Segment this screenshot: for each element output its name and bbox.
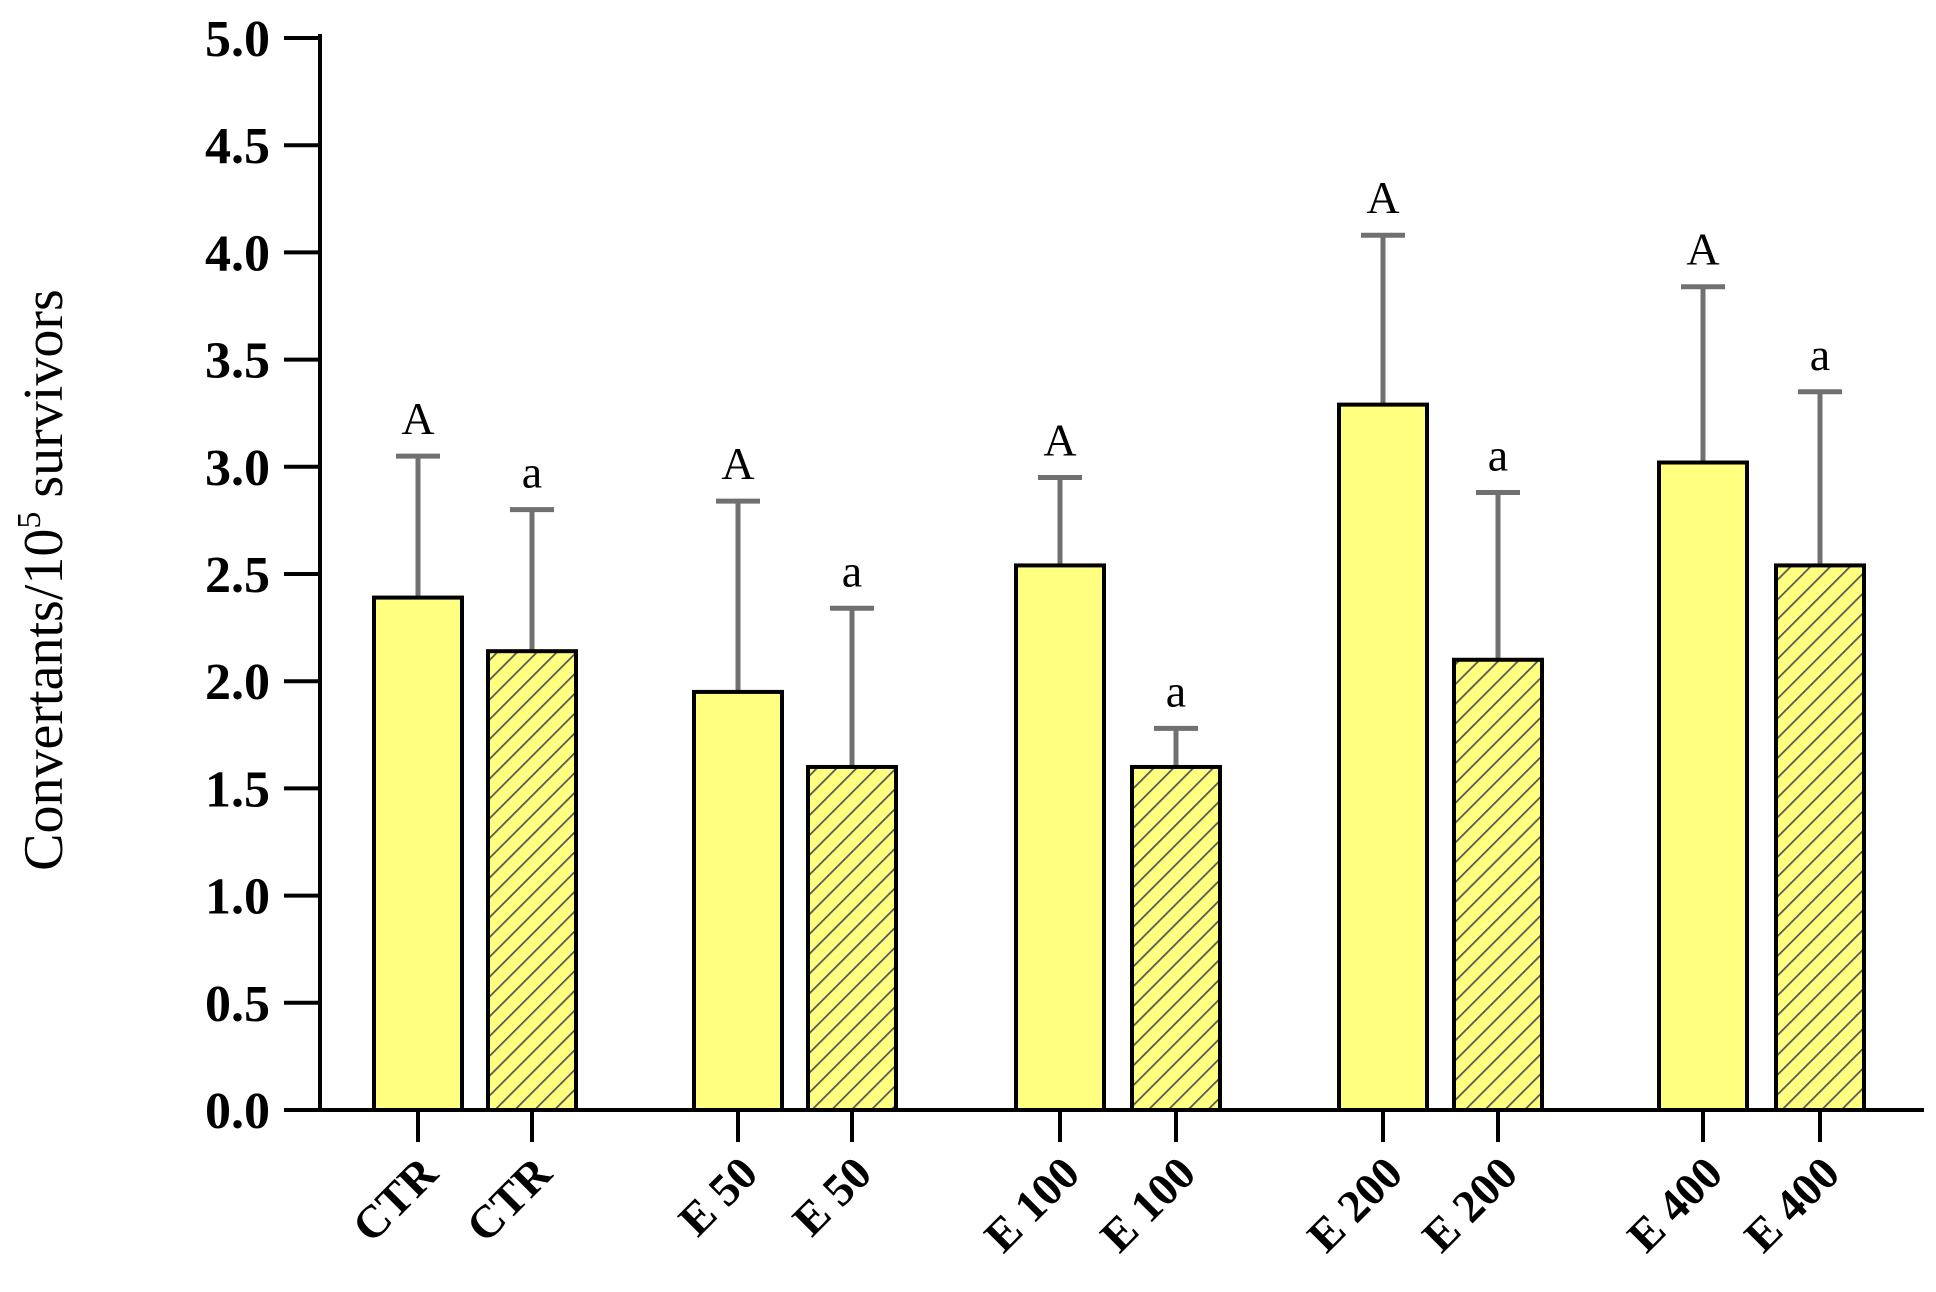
y-tick-label: 5.0 (205, 11, 270, 68)
y-tick-label: 1.5 (205, 761, 270, 818)
bar-group: a (1774, 329, 1866, 1112)
x-axis: CTR CTR E 50 E 50 E 100 E 100 E 200 E 200 E 400 E… (284, 1108, 1924, 1262)
bars: Aa Aa Aa Aa Aa (372, 172, 1866, 1113)
bar-group: A (1014, 415, 1106, 1112)
y-axis-title-main: Convertants/10 (13, 529, 75, 871)
y-axis: 0.0 0.5 1.0 1.5 2.0 2.5 3.0 3.5 4.0 4.5 5.0 (205, 11, 322, 1140)
bar-outline (1452, 657, 1544, 1112)
y-axis-title-superscript: 5 (11, 512, 48, 529)
y-tick-label: 0.5 (205, 976, 270, 1033)
bar-group: a (1452, 430, 1544, 1112)
y-tick-label: 4.5 (205, 118, 270, 175)
bar-group: A (1657, 224, 1749, 1112)
significance-label: A (401, 393, 434, 444)
significance-label: a (1166, 665, 1186, 716)
y-tick-label: 0.0 (205, 1083, 270, 1140)
significance-label: a (1488, 430, 1508, 481)
x-tick-label: E 100 (1090, 1147, 1205, 1262)
y-tick-label: 4.0 (205, 225, 270, 282)
bar (694, 691, 782, 1110)
bar-hatch (1776, 565, 1864, 1110)
bar-outline (1337, 402, 1429, 1112)
significance-label: A (1366, 172, 1399, 223)
y-tick-label: 3.0 (205, 440, 270, 497)
significance-label: A (1043, 415, 1076, 466)
bar (1659, 462, 1747, 1111)
bar-group: a (486, 447, 578, 1113)
bar-group: A (1337, 172, 1429, 1112)
bar-hatch (1454, 659, 1542, 1110)
bar-group: A (372, 393, 464, 1112)
x-tick-label: E 50 (669, 1147, 767, 1245)
y-axis-title-suffix: survivors (13, 289, 75, 511)
bar-outline (1014, 563, 1106, 1112)
x-tick-label: E 400 (1617, 1147, 1732, 1262)
x-tick-label: E 200 (1412, 1147, 1527, 1262)
bar-group: a (1130, 665, 1222, 1113)
x-tick-label: E 400 (1734, 1147, 1849, 1262)
bar (374, 597, 462, 1110)
bar-outline (486, 649, 578, 1113)
y-tick-label: 1.0 (205, 869, 270, 926)
bar-hatch (488, 651, 576, 1110)
significance-label: A (721, 438, 754, 489)
bar (1016, 565, 1104, 1110)
y-tick-label: 2.0 (205, 654, 270, 711)
x-tick-label: E 100 (974, 1147, 1089, 1262)
bar-group: A (692, 438, 784, 1112)
significance-label: a (522, 447, 542, 498)
bar-outline (1130, 764, 1222, 1113)
bar-outline (1774, 563, 1866, 1112)
bar (1339, 404, 1427, 1110)
bar-outline (372, 595, 464, 1112)
y-tick-label: 3.5 (205, 333, 270, 390)
significance-label: A (1686, 224, 1719, 275)
significance-label: a (1810, 329, 1830, 380)
x-tick-label: CTR (456, 1146, 561, 1251)
bar-group: a (806, 545, 898, 1113)
bar-hatch (808, 766, 896, 1110)
x-tick-label: E 200 (1297, 1147, 1412, 1262)
y-tick-label: 2.5 (205, 547, 270, 604)
y-axis-title: Convertants/105 survivors (11, 289, 75, 871)
significance-label: a (842, 545, 862, 596)
bar-outline (1657, 460, 1749, 1112)
bar-outline (692, 689, 784, 1112)
x-tick-label: E 50 (783, 1147, 881, 1245)
bar-hatch (1132, 766, 1220, 1110)
bar-outline (806, 764, 898, 1113)
x-tick-label: CTR (342, 1146, 447, 1251)
